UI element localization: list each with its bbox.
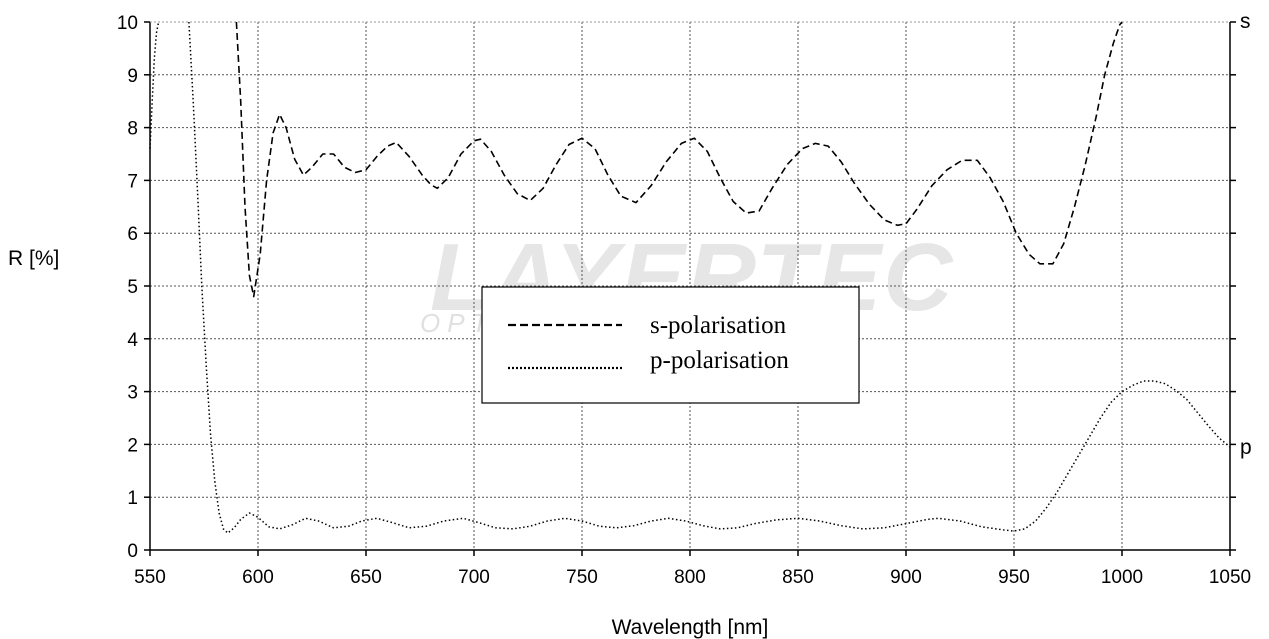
y-tick-label: 10 [117,13,138,34]
legend-label-p: p-polarisation [650,347,789,374]
x-tick-label: 1000 [1101,567,1143,588]
x-tick-label: 850 [782,567,814,588]
x-tick-label: 800 [674,567,706,588]
x-tick-label: 700 [458,567,490,588]
p-end-label: p [1240,436,1252,459]
x-tick-label: 550 [134,567,166,588]
x-tick-label: 750 [566,567,598,588]
y-tick-label: 1 [127,488,138,509]
y-tick-label: 3 [127,383,138,404]
s-polarisation-line [235,21,1123,298]
x-tick-label: 650 [350,567,382,588]
y-tick-label: 4 [127,330,138,351]
p-polarisation-edge-line [149,21,160,149]
x-tick-label: 900 [890,567,922,588]
y-tick-label: 5 [127,277,138,298]
gridlines [150,22,1230,550]
legend: s-polarisation p-polarisation [481,286,860,404]
y-tick-label: 7 [127,171,138,192]
legend-label-s: s-polarisation [650,312,787,339]
y-tick-label: 6 [127,224,138,245]
y-tick-label: 9 [127,66,138,87]
y-tick-label: 2 [127,435,138,456]
y-axis-ticks: 0 1 2 3 4 5 6 7 8 9 10 [117,13,1236,562]
y-axis-title: R [%] [8,247,59,270]
x-tick-label: 600 [242,567,274,588]
series-lines [149,21,1231,534]
y-tick-label: 8 [127,119,138,140]
x-tick-label: 950 [998,567,1030,588]
s-end-label: s [1240,10,1251,33]
legend-box [481,286,860,404]
series-end-labels: sp [1240,10,1252,459]
y-tick-label: 0 [127,541,138,562]
x-axis-ticks: 550 600 650 700 750 800 850 900 950 1000 1050 [134,550,1251,588]
x-tick-label: 1050 [1209,567,1251,588]
p-polarisation-line [188,21,1231,534]
x-axis-title: Wavelength [nm] [612,616,769,639]
